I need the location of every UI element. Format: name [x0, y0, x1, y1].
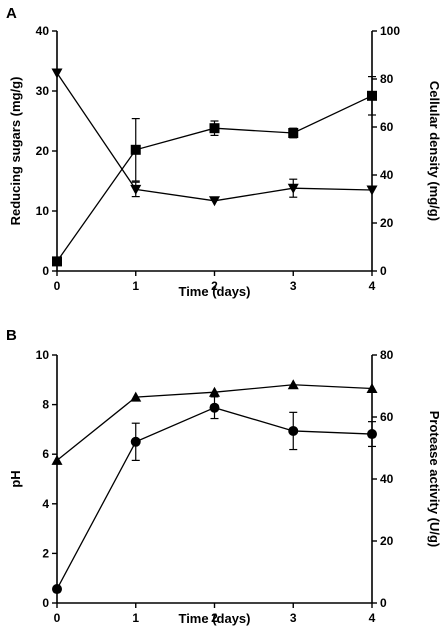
series-square — [52, 75, 377, 267]
y2-tick-label: 80 — [380, 348, 394, 362]
y2-tick-label: 20 — [380, 534, 394, 548]
panel-label: B — [6, 327, 17, 344]
y2-tick-label: 0 — [380, 596, 387, 610]
y2-tick-label: 20 — [380, 216, 394, 230]
data-point — [367, 90, 377, 101]
data-point — [209, 402, 220, 413]
x-tick-label: 4 — [369, 611, 376, 625]
y-tick-label: 40 — [36, 24, 50, 38]
data-point — [51, 454, 63, 465]
data-point — [52, 256, 62, 267]
data-point — [51, 68, 63, 79]
data-point — [130, 184, 142, 195]
y-tick-label: 20 — [36, 144, 50, 158]
x-tick-label: 0 — [54, 611, 61, 625]
x-axis-title: Time (days) — [178, 611, 250, 626]
data-point — [366, 382, 378, 393]
x-tick-label: 3 — [290, 279, 297, 293]
data-point — [130, 436, 141, 447]
x-axis-title: Time (days) — [178, 284, 250, 299]
data-point — [288, 128, 299, 138]
y2-tick-label: 40 — [380, 472, 394, 486]
series-line — [56, 407, 373, 590]
y-tick-label: 10 — [36, 348, 50, 362]
data-point — [52, 584, 62, 595]
y-axis-title: pH — [8, 470, 23, 487]
x-tick-label: 0 — [54, 279, 61, 293]
y2-axis-title: Cellular density (mg/g) — [427, 81, 442, 221]
data-point — [288, 425, 299, 436]
y-tick-label: 30 — [36, 84, 50, 98]
x-tick-label: 1 — [132, 279, 139, 293]
data-point — [130, 391, 142, 402]
y-axis-title: Reducing sugars (mg/g) — [8, 77, 23, 226]
y-tick-label: 4 — [42, 497, 49, 511]
y2-tick-label: 40 — [380, 168, 394, 182]
data-point — [287, 183, 299, 194]
y-tick-label: 0 — [42, 596, 49, 610]
series-triangle-up — [51, 379, 378, 465]
y-tick-label: 10 — [36, 204, 50, 218]
data-point — [209, 386, 220, 397]
y2-tick-label: 100 — [380, 24, 400, 38]
data-point — [130, 144, 141, 155]
x-tick-label: 1 — [132, 611, 139, 625]
y2-axis-title: Protease activity (U/g) — [427, 411, 442, 548]
series-triangle-down — [51, 68, 378, 207]
x-tick-label: 2 — [211, 611, 218, 625]
x-tick-label: 2 — [211, 279, 218, 293]
data-point — [209, 196, 220, 207]
y2-tick-label: 60 — [380, 120, 394, 134]
y-tick-label: 6 — [42, 447, 49, 461]
series-circle — [52, 396, 377, 595]
panel-label: A — [6, 5, 17, 22]
data-point — [366, 185, 378, 196]
data-point — [367, 429, 377, 440]
series-line — [56, 72, 373, 202]
y-tick-label: 0 — [42, 264, 49, 278]
y2-tick-label: 60 — [380, 410, 394, 424]
data-point — [287, 379, 299, 390]
y2-tick-label: 0 — [380, 264, 387, 278]
x-tick-label: 3 — [290, 611, 297, 625]
y-tick-label: 2 — [42, 546, 49, 560]
y2-tick-label: 80 — [380, 72, 394, 86]
x-tick-label: 4 — [369, 279, 376, 293]
y-tick-label: 8 — [42, 398, 49, 412]
data-point — [209, 123, 220, 134]
